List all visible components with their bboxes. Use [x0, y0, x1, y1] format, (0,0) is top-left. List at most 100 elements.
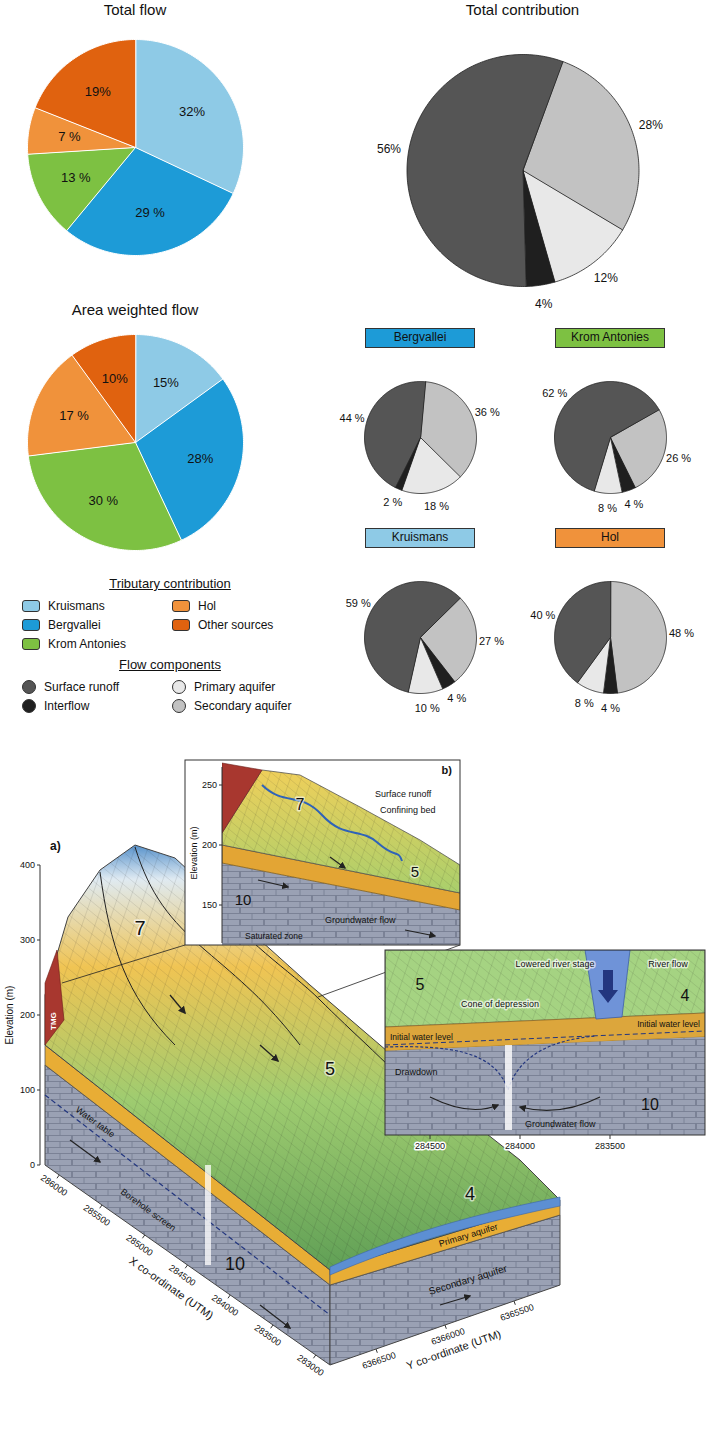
svg-text:River flow: River flow — [648, 959, 688, 969]
svg-text:10: 10 — [225, 1254, 245, 1274]
html-text:Bergvallei: Bergvallei — [48, 617, 101, 632]
svg-text:283500: 283500 — [253, 1323, 283, 1348]
svg-text:32%: 32% — [179, 104, 205, 119]
svg-text:400: 400 — [20, 860, 35, 870]
svg-text:29 %: 29 % — [135, 205, 165, 220]
svg-text:Y co-ordinate (UTM): Y co-ordinate (UTM) — [405, 1328, 503, 1372]
svg-text:59 %: 59 % — [346, 597, 371, 609]
svg-text:Elevation (m): Elevation (m) — [189, 826, 199, 879]
svg-text:7 %: 7 % — [58, 129, 81, 144]
svg-text:250: 250 — [202, 780, 217, 790]
svg-text:283000: 283000 — [295, 1353, 325, 1378]
svg-text:Confining bed: Confining bed — [380, 805, 436, 815]
svg-text:17 %: 17 % — [59, 408, 89, 423]
svg-text:62 %: 62 % — [542, 387, 567, 399]
svg-text:28%: 28% — [639, 118, 663, 132]
svg-text:Lowered river stage: Lowered river stage — [515, 959, 594, 969]
svg-text:7: 7 — [296, 796, 305, 813]
svg-text:Elevation (m): Elevation (m) — [4, 986, 15, 1045]
svg-text:4 %: 4 % — [601, 702, 620, 714]
svg-text:284500: 284500 — [167, 1262, 198, 1289]
svg-text:7: 7 — [134, 917, 145, 939]
html-text:Kruismans: Kruismans — [48, 598, 105, 613]
svg-text:4%: 4% — [535, 297, 553, 311]
html-text:Other sources: Other sources — [198, 617, 274, 632]
svg-text:48 %: 48 % — [669, 627, 694, 639]
svg-text:TMG: TMG — [49, 1012, 58, 1030]
svg-text:5: 5 — [325, 1059, 335, 1079]
svg-text:284000: 284000 — [210, 1293, 240, 1318]
svg-text:100: 100 — [20, 1085, 35, 1095]
svg-text:27 %: 27 % — [479, 635, 504, 647]
svg-text:Saturated zone: Saturated zone — [245, 931, 303, 941]
svg-text:Cone of depression: Cone of depression — [461, 999, 539, 1009]
svg-text:6365500: 6365500 — [499, 1302, 535, 1323]
html-text:Total flow: Total flow — [103, 1, 167, 18]
svg-text:284000: 284000 — [505, 1141, 535, 1151]
svg-text:Initial water level: Initial water level — [390, 1032, 453, 1042]
svg-text:40 %: 40 % — [530, 609, 555, 621]
svg-text:10 %: 10 % — [415, 702, 440, 714]
svg-text:10%: 10% — [102, 371, 128, 386]
svg-text:a): a) — [50, 839, 61, 853]
svg-text:8 %: 8 % — [575, 697, 594, 709]
svg-text:26 %: 26 % — [666, 452, 691, 464]
svg-text:286000: 286000 — [39, 1173, 69, 1198]
svg-text:19%: 19% — [85, 84, 111, 99]
html-text:Kruismans: Kruismans — [391, 530, 449, 544]
svg-text:4 %: 4 % — [447, 692, 466, 704]
svg-text:Groundwater flow: Groundwater flow — [525, 1119, 596, 1129]
svg-text:200: 200 — [20, 1010, 35, 1020]
svg-text:4: 4 — [681, 987, 690, 1004]
svg-text:0: 0 — [30, 1160, 35, 1170]
svg-text:283500: 283500 — [595, 1141, 625, 1151]
html-text:Total contribution: Total contribution — [465, 1, 580, 18]
svg-text:36 %: 36 % — [475, 406, 500, 418]
svg-text:44 %: 44 % — [340, 412, 365, 424]
svg-text:Initial water level: Initial water level — [637, 1019, 700, 1029]
svg-text:Secondary aquifer: Secondary aquifer — [427, 1262, 508, 1296]
svg-text:284500: 284500 — [415, 1141, 445, 1151]
svg-text:30 %: 30 % — [88, 493, 118, 508]
svg-text:b): b) — [442, 764, 453, 776]
svg-text:4 %: 4 % — [624, 498, 643, 510]
html-text:Tributary contribution: Tributary contribution — [109, 576, 231, 591]
html-text:Flow components: Flow components — [119, 657, 221, 672]
svg-text:Borehole screen: Borehole screen — [119, 1187, 178, 1234]
svg-text:4: 4 — [465, 1184, 475, 1204]
svg-text:285500: 285500 — [82, 1203, 112, 1228]
svg-text:12%: 12% — [594, 271, 618, 285]
svg-text:56%: 56% — [377, 142, 401, 156]
svg-text:150: 150 — [202, 900, 217, 910]
svg-text:300: 300 — [20, 935, 35, 945]
svg-text:Primary aquifer: Primary aquifer — [438, 1222, 499, 1249]
svg-text:6366500: 6366500 — [361, 1350, 397, 1371]
svg-text:6366000: 6366000 — [429, 1326, 467, 1347]
svg-text:5: 5 — [411, 863, 419, 880]
svg-text:Groundwater flow: Groundwater flow — [325, 915, 396, 925]
svg-text:Water table: Water table — [74, 1105, 117, 1140]
svg-text:X co-ordinate (UTM): X co-ordinate (UTM) — [127, 1254, 215, 1321]
svg-text:2 %: 2 % — [383, 496, 402, 508]
svg-text:28%: 28% — [187, 451, 213, 466]
svg-text:15%: 15% — [153, 375, 179, 390]
html-text:Primary aquifer: Primary aquifer — [194, 679, 276, 694]
html-text:Hol: Hol — [198, 598, 216, 613]
svg-text:285000: 285000 — [124, 1233, 154, 1258]
html-text:Interflow: Interflow — [44, 698, 90, 713]
svg-text:Drawdown: Drawdown — [395, 1067, 438, 1077]
html-text:Krom Antonies: Krom Antonies — [48, 636, 126, 651]
svg-text:10: 10 — [641, 1096, 659, 1113]
svg-text:200: 200 — [202, 840, 217, 850]
svg-text:10: 10 — [235, 891, 252, 908]
html-text:Secondary aquifer: Secondary aquifer — [194, 698, 292, 713]
svg-text:13 %: 13 % — [61, 170, 91, 185]
html-text:Surface runoff: Surface runoff — [44, 679, 120, 694]
svg-text:8 %: 8 % — [598, 502, 617, 514]
svg-text:5: 5 — [416, 976, 425, 993]
html-text:Bergvallei: Bergvallei — [393, 330, 447, 344]
html-text:Krom Antonies: Krom Antonies — [571, 330, 649, 344]
svg-text:Surface runoff: Surface runoff — [375, 789, 432, 799]
svg-text:18 %: 18 % — [424, 500, 449, 512]
html-text:Area weighted flow: Area weighted flow — [71, 301, 199, 318]
